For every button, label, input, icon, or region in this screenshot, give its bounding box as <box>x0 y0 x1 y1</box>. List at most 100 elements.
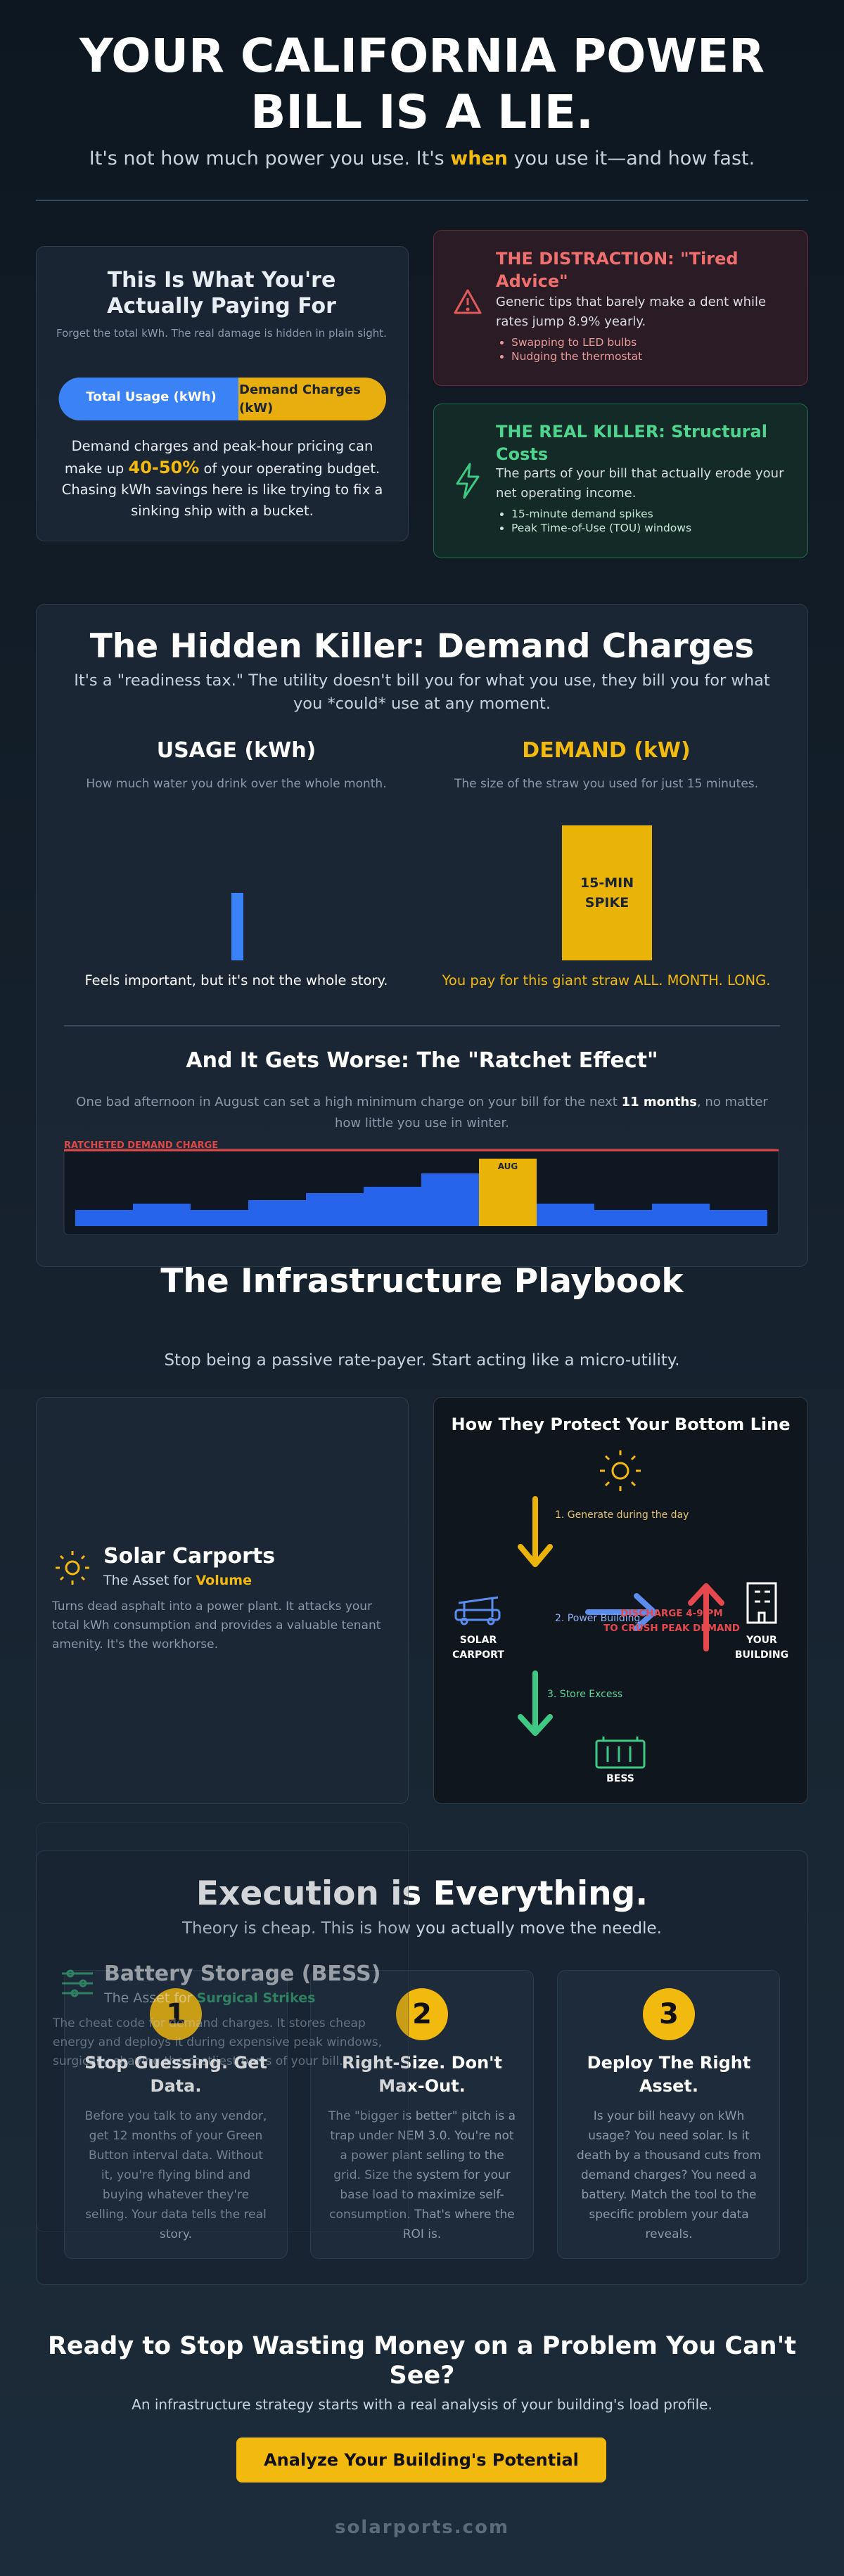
step-title: Deploy The Right Asset. <box>587 2053 751 2096</box>
step-number: 1 <box>150 1988 202 2040</box>
real-killer-card <box>433 404 808 558</box>
ratchet-line-label: RATCHETED DEMAND CHARGE <box>64 1140 219 1151</box>
peak-label: AUG <box>497 1161 518 1171</box>
bullet: Swapping to LED bulbs <box>511 336 791 349</box>
card-heading: THE REAL KILLER: Structural Costs <box>496 422 767 464</box>
pill-usage <box>58 378 238 420</box>
text: DISCHARGE 4-9 PM <box>620 1608 723 1619</box>
carport-icon <box>454 1596 501 1625</box>
battery-icon <box>595 1737 646 1769</box>
step-text: Is your bill heavy on kWh usage? You nee… <box>576 2109 762 2241</box>
step-title: Right-Size. Don't Max-Out. <box>342 2053 502 2096</box>
battery-card: Battery Storage (BESS) The Asset for Sur… <box>36 1822 409 2232</box>
section-subtitle: It's a "readiness tax." The utility does… <box>74 671 770 713</box>
step-number: 3 <box>643 1988 695 2040</box>
step-card <box>310 1970 534 2259</box>
bolt-icon <box>456 463 480 499</box>
highlight: when <box>450 148 508 169</box>
cta-title: Ready to Stop Wasting Money on a Problem… <box>47 2332 797 2390</box>
text: The Asset for <box>104 1990 197 2006</box>
sun-icon <box>56 1551 89 1585</box>
section-title: Execution is Everything. <box>196 1874 648 1913</box>
column-desc: How much water you drink over the whole … <box>86 777 387 791</box>
column-caption: You pay for this giant straw ALL. MONTH.… <box>442 972 771 988</box>
ratchet-title: And It Gets Worse: The "Ratchet Effect" <box>186 1048 658 1073</box>
bullet: 15-minute demand spikes <box>511 508 791 520</box>
title-line: BILL IS A LIE. <box>250 85 594 139</box>
warning-icon <box>454 289 482 314</box>
text: The Asset for <box>103 1573 196 1588</box>
battery-icon <box>62 1969 93 1997</box>
text: Demand charges and peak-hour pricing can… <box>64 438 373 477</box>
node-label: SOLAR CARPORT <box>452 1635 504 1661</box>
text: One bad afternoon in August can set a hi… <box>76 1095 622 1109</box>
column-label: DEMAND (kW) <box>522 738 691 763</box>
section-subtitle: Theory is cheap. This is how you actuall… <box>181 1919 662 1938</box>
section-title: The Infrastructure Playbook <box>160 1262 684 1301</box>
solar-card <box>36 1397 409 1804</box>
arrow-generate <box>518 1496 553 1567</box>
highlight: Surgical Strikes <box>196 1990 316 2006</box>
highlight: Volume <box>196 1573 252 1588</box>
arrow-store <box>518 1670 553 1736</box>
card-text: Generic tips that barely make a dent whi… <box>496 295 767 329</box>
title: YOUR CALIFORNIA POWER BILL IS A LIE. <box>0 28 844 141</box>
step-label: 2. Power Building <box>555 1613 641 1624</box>
asset-title: Battery Storage (BESS) <box>104 1962 381 1986</box>
card-heading: THE DISTRACTION: "Tired Advice" <box>496 249 738 291</box>
card-body: Demand charges and peak-hour pricing can… <box>55 436 390 522</box>
step-number: 2 <box>396 1988 448 2040</box>
step-title: Stop Guessing. Get Data. <box>84 2053 267 2096</box>
text: you use it—and how fast. <box>507 148 755 169</box>
step-text: Before you talk to any vendor, get 12 mo… <box>84 2109 267 2241</box>
step-text: The "bigger is better" pitch is a trap u… <box>328 2109 516 2241</box>
node-label: BESS <box>606 1773 634 1784</box>
diagram-title: How They Protect Your Bottom Line <box>451 1415 791 1434</box>
footer: solarports.com <box>334 2517 510 2538</box>
building-icon <box>746 1582 777 1624</box>
column-desc: The size of the straw you used for just … <box>454 777 759 791</box>
arrow-discharge <box>688 1583 724 1651</box>
text: of your operating budget. Chasing kWh sa… <box>61 461 383 519</box>
bullet: Nudging the thermostat <box>511 350 791 363</box>
cta-button[interactable]: Analyze Your Building's Potential <box>236 2437 606 2482</box>
card-heading: This Is What You're Actually Paying For <box>107 268 336 318</box>
highlight: 40-50% <box>128 458 200 477</box>
discharge-label: DISCHARGE 4-9 PM TO CRUSH PEAK DEMAND <box>594 1606 749 1636</box>
text: , no matter how little you use in winter… <box>334 1095 768 1131</box>
card-text: The parts of your bill that actually ero… <box>496 466 784 501</box>
cta-subtitle: An infrastructure strategy starts with a… <box>132 2396 712 2413</box>
node-label: YOUR BUILDING <box>734 1635 789 1661</box>
asset-tagline: The Asset for Volume <box>103 1573 252 1588</box>
step-label: 3. Store Excess <box>547 1689 623 1700</box>
bullet: Peak Time-of-Use (TOU) windows <box>511 522 791 534</box>
bullet-list: Swapping to LED bulbsNudging the thermos… <box>496 335 791 364</box>
bullet-list: 15-minute demand spikes Peak Time-of-Use … <box>496 506 791 536</box>
step-label: 1. Generate during the day <box>555 1509 689 1521</box>
asset-title: Solar Carports <box>103 1544 276 1569</box>
highlight: 11 months <box>621 1095 697 1109</box>
distraction-card <box>433 230 808 386</box>
text: TO CRUSH PEAK DEMAND <box>603 1623 740 1634</box>
asset-tagline: The Asset for Surgical Strikes <box>104 1990 315 2006</box>
ratchet-bars <box>75 1159 767 1226</box>
demand-box <box>562 825 652 960</box>
arrow-power <box>585 1593 657 1631</box>
column-label: USAGE (kWh) <box>156 738 316 763</box>
sun-icon <box>600 1450 641 1491</box>
text: It's not how much power you use. It's <box>89 148 451 169</box>
subtitle: It's not how much power you use. It's wh… <box>0 148 844 169</box>
card-note: Forget the total kWh. The real damage is… <box>56 327 387 340</box>
pill-label: Demand Charges (kW) <box>239 382 361 416</box>
section-subtitle: Stop being a passive rate-payer. Start a… <box>164 1351 680 1370</box>
diagram-card <box>433 1397 808 1804</box>
spike-label: 15-MIN SPIKE <box>580 875 634 910</box>
asset-text: Turns dead asphalt into a power plant. I… <box>52 1599 381 1651</box>
section-title: The Hidden Killer: Demand Charges <box>89 627 755 666</box>
ratchet-text: One bad afternoon in August can set a hi… <box>70 1092 774 1134</box>
column-caption: Feels important, but it's not the whole … <box>84 972 388 988</box>
title-line: YOUR CALIFORNIA POWER <box>79 29 765 83</box>
pill-label: Total Usage (kWh) <box>86 389 217 404</box>
usage-bar <box>231 893 243 960</box>
